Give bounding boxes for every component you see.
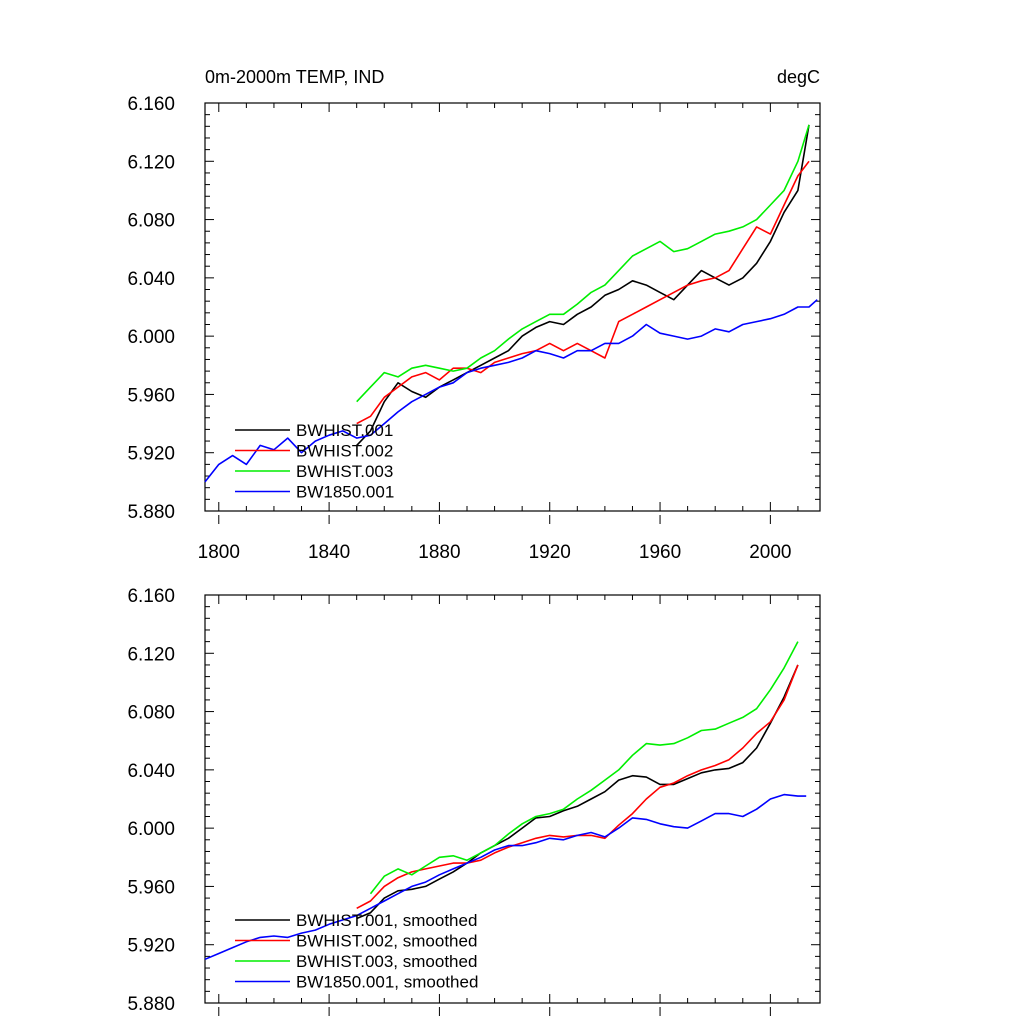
y-tick-label: 5.880 (127, 502, 175, 523)
series-line-3 (369, 641, 799, 895)
y-tick-label: 6.040 (127, 269, 175, 290)
y-tick-label: 5.960 (127, 385, 175, 406)
x-tick-label: 2000 (749, 542, 791, 563)
y-tick-label: 6.000 (127, 819, 175, 840)
y-tick-label: 6.040 (127, 761, 175, 782)
legend-bottom: BWHIST.001, smoothed BWHIST.002, smoothed… (235, 911, 478, 992)
y-tick-label: 6.120 (127, 644, 175, 665)
series-line-2 (356, 664, 799, 910)
x-tick-label: 1840 (308, 542, 350, 563)
legend-label: BW1850.001, smoothed (296, 973, 478, 992)
y-tick-label: 6.080 (127, 211, 175, 232)
x-tick-label: 1880 (418, 542, 460, 563)
y-tick-label: 5.920 (127, 444, 175, 465)
x-tick-label: 1960 (639, 542, 681, 563)
y-tick-label: 6.120 (127, 152, 175, 173)
plot-frame-top (204, 102, 821, 512)
chart-panel-bottom: 5.880 5.920 5.960 6.000 6.040 6.080 6.120 6.160… (127, 586, 821, 1016)
series-group-bottom (204, 641, 807, 961)
series-line-1 (356, 124, 810, 446)
y-tick-label: 5.880 (127, 994, 175, 1015)
y-tick-label: 6.080 (127, 703, 175, 724)
y-tick-label: 6.160 (127, 94, 175, 115)
series-line-1 (356, 664, 799, 920)
chart-title-right: degC (777, 67, 820, 87)
legend-label: BWHIST.001, smoothed (296, 911, 477, 930)
legend-label: BWHIST.002 (296, 442, 393, 461)
y-tick-label: 5.920 (127, 936, 175, 957)
legend-label: BWHIST.003 (296, 462, 393, 481)
plot-frame-bottom (204, 594, 821, 1004)
series-line-3 (356, 124, 810, 403)
series-group-top (204, 124, 818, 483)
legend-label: BWHIST.003, smoothed (296, 952, 477, 971)
legend-label: BWHIST.002, smoothed (296, 932, 477, 951)
y-tick-label: 6.160 (127, 586, 175, 607)
x-tick-label: 1800 (198, 542, 240, 563)
x-tick-label: 1920 (529, 542, 571, 563)
legend-label: BWHIST.001 (296, 421, 393, 440)
y-tick-label: 6.000 (127, 327, 175, 348)
legend-label: BW1850.001 (296, 483, 394, 502)
series-line-2 (356, 160, 810, 425)
axes-top: 5.880 5.920 5.960 6.000 6.040 6.080 6.120 6.160… (127, 94, 820, 563)
chart-panel-top: 0m-2000m TEMP, IND degC 5.880 5.920 5.960 6… (127, 67, 821, 563)
series-line-4 (204, 793, 807, 961)
series-line-4 (204, 299, 818, 483)
y-tick-label: 5.960 (127, 877, 175, 898)
axes-bottom: 5.880 5.920 5.960 6.000 6.040 6.080 6.120 6.160 (127, 586, 820, 1016)
chart-title-left: 0m-2000m TEMP, IND (205, 67, 384, 87)
